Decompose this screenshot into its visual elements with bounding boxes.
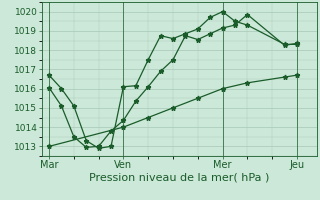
X-axis label: Pression niveau de la mer( hPa ): Pression niveau de la mer( hPa ) xyxy=(89,173,269,183)
